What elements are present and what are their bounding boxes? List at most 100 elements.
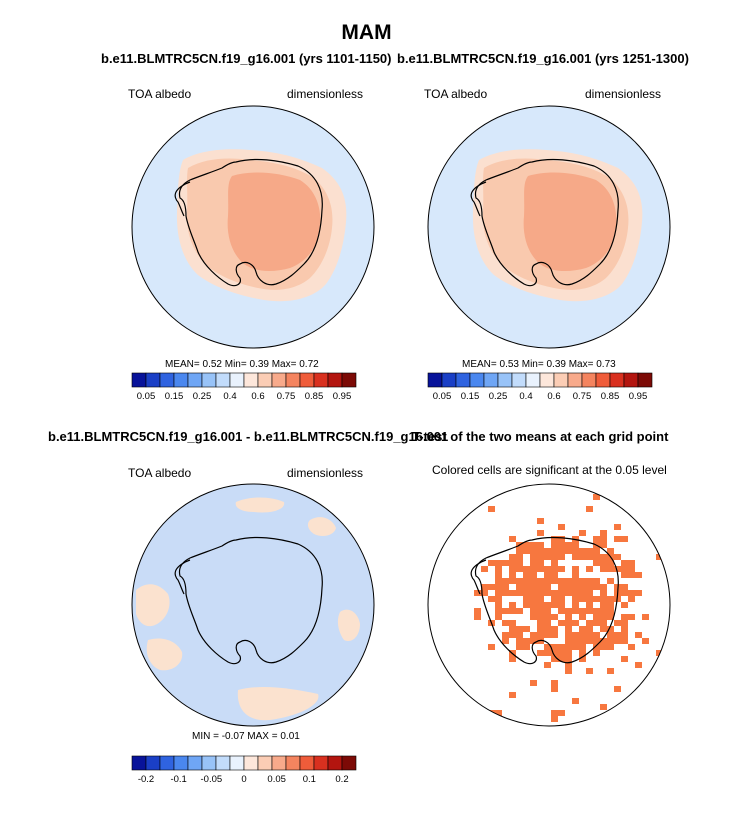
significant-cell <box>621 656 628 662</box>
colorbar-tick-label: 0.25 <box>193 391 212 402</box>
significant-cell <box>642 638 649 644</box>
significant-cell <box>600 626 607 632</box>
colorbar-swatch <box>215 755 231 771</box>
colorbar-swatch <box>341 372 357 388</box>
main-title: MAM <box>341 21 392 44</box>
significant-cell <box>516 566 523 572</box>
significant-cell <box>572 572 579 578</box>
significant-cell <box>628 566 635 572</box>
significant-cell <box>551 572 558 578</box>
significant-cell <box>509 620 516 626</box>
colorbar-swatch <box>131 755 147 771</box>
panel4-polar-map <box>427 483 671 727</box>
colorbar-swatch <box>243 372 259 388</box>
significant-cell <box>579 626 586 632</box>
colorbar-swatch <box>299 755 315 771</box>
colorbar-tick-label: 0.1 <box>303 774 316 785</box>
significant-cell <box>579 596 586 602</box>
significant-cell <box>579 530 586 536</box>
significant-cell <box>621 584 628 590</box>
colorbar-swatch <box>243 755 259 771</box>
significant-cell <box>579 548 586 554</box>
significant-cell <box>509 572 516 578</box>
significant-cell <box>502 620 509 626</box>
colorbar-tick-label: 0.2 <box>335 774 348 785</box>
colorbar-swatch <box>229 755 245 771</box>
significant-cell <box>523 590 530 596</box>
panel4-subtitle: Colored cells are significant at the 0.0… <box>432 463 667 477</box>
panel1-ice-inner-contour <box>227 172 321 272</box>
significant-cell <box>516 584 523 590</box>
significant-cell <box>530 608 537 614</box>
significant-cell <box>593 494 600 500</box>
significant-cell <box>593 554 600 560</box>
significant-cell <box>551 578 558 584</box>
colorbar-swatch <box>215 372 231 388</box>
significant-cell <box>565 548 572 554</box>
significant-cell <box>586 584 593 590</box>
significant-cell <box>495 710 502 716</box>
significant-cell <box>565 662 572 668</box>
significant-cell <box>495 578 502 584</box>
colorbar-swatch <box>187 372 203 388</box>
significant-cell <box>586 596 593 602</box>
significant-cell <box>579 632 586 638</box>
significant-cell <box>579 554 586 560</box>
significant-cell <box>600 584 607 590</box>
significant-cell <box>488 584 495 590</box>
significant-cell <box>544 572 551 578</box>
significant-cell <box>523 638 530 644</box>
significant-cell <box>642 614 649 620</box>
significant-cell <box>516 608 523 614</box>
significant-cell <box>509 656 516 662</box>
significant-cell <box>572 584 579 590</box>
significant-cell <box>537 542 544 548</box>
significant-cell <box>523 548 530 554</box>
colorbar-tick-label: 0.85 <box>601 391 620 402</box>
significant-cell <box>600 644 607 650</box>
panel2-map-border <box>427 105 671 349</box>
significant-cell <box>537 590 544 596</box>
significant-cell <box>572 602 579 608</box>
significant-cell <box>621 620 628 626</box>
significant-cell <box>551 680 558 686</box>
significant-cell <box>509 536 516 542</box>
panel2-title: b.e11.BLMTRC5CN.f19_g16.001 (yrs 1251-13… <box>397 51 689 66</box>
significant-cell <box>614 686 621 692</box>
significant-cell <box>558 596 565 602</box>
significant-cell <box>621 602 628 608</box>
significant-cell <box>495 584 502 590</box>
panel3-title: b.e11.BLMTRC5CN.f19_g16.001 - b.e11.BLMT… <box>48 429 449 444</box>
significant-cell <box>551 548 558 554</box>
significant-cell <box>551 656 558 662</box>
significant-cell <box>579 638 586 644</box>
colorbar-swatch <box>313 755 329 771</box>
colorbar-swatch <box>313 372 329 388</box>
significant-cell <box>523 584 530 590</box>
significant-cell <box>579 608 586 614</box>
significant-cell <box>600 596 607 602</box>
significant-cell <box>600 566 607 572</box>
significant-cell <box>544 662 551 668</box>
significant-cell <box>607 578 614 584</box>
significant-cell <box>607 548 614 554</box>
panel2-ice-inner-contour <box>523 172 617 272</box>
colorbar-swatch <box>341 755 357 771</box>
significant-cell <box>600 542 607 548</box>
significant-cell <box>551 716 558 722</box>
significant-cell <box>572 644 579 650</box>
significant-cell <box>572 698 579 704</box>
panel3-positive-patch-southwest <box>146 638 183 671</box>
significant-cell <box>516 554 523 560</box>
colorbar-swatch <box>145 372 161 388</box>
colorbar-tick-label: -0.05 <box>201 774 223 785</box>
colorbar-swatch <box>285 372 301 388</box>
significant-cell <box>565 650 572 656</box>
significant-cell <box>586 590 593 596</box>
significant-cell <box>621 614 628 620</box>
significant-cell <box>635 572 642 578</box>
significant-cell <box>621 638 628 644</box>
significant-cell <box>579 578 586 584</box>
significant-cell <box>565 608 572 614</box>
colorbar-tick-label: 0.95 <box>629 391 648 402</box>
